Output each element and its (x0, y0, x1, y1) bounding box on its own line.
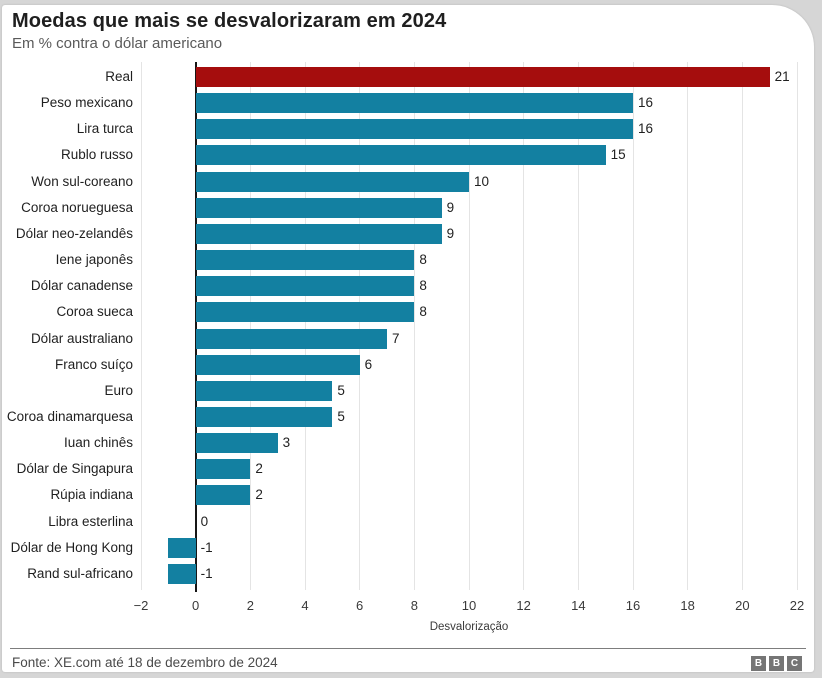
category-label: Dólar australiano (30, 330, 133, 346)
value-label: 8 (419, 252, 427, 268)
bar (195, 197, 442, 218)
value-label: 0 (200, 513, 209, 529)
value-label: -1 (200, 539, 213, 555)
x-tick-label: 18 (680, 598, 695, 613)
gridline (468, 62, 470, 590)
x-tick-label: 12 (516, 598, 531, 613)
value-label: 16 (638, 95, 654, 111)
category-label: Dólar de Singapura (16, 461, 133, 477)
bar (195, 119, 633, 140)
gridline (249, 62, 251, 590)
gridline (413, 62, 415, 590)
source-text: Fonte: XE.com até 18 de dezembro de 2024 (12, 655, 278, 670)
category-label: Franco suíço (54, 356, 133, 372)
category-label: Coroa sueca (56, 304, 133, 320)
x-tick-label: −2 (133, 598, 149, 613)
bar (195, 302, 415, 323)
value-label: 2 (255, 461, 263, 477)
category-label: Dólar neo-zelandês (15, 225, 133, 241)
gridline (577, 62, 579, 590)
value-label: -1 (200, 565, 213, 581)
value-label: 9 (446, 199, 455, 215)
bar (195, 380, 333, 401)
x-axis-title: Desvalorização (429, 621, 509, 633)
category-label: Iuan chinês (63, 435, 133, 451)
category-label: Rand sul-africano (27, 565, 133, 581)
footer-divider (10, 648, 806, 649)
value-label: 6 (364, 356, 373, 372)
value-label: 21 (774, 69, 790, 84)
bbc-logo-block: C (787, 656, 802, 671)
bar (195, 145, 606, 166)
bar (195, 354, 360, 375)
gridline (304, 62, 306, 590)
bar (195, 171, 469, 192)
value-label: 9 (446, 225, 455, 241)
bar (195, 406, 333, 427)
value-label: 15 (610, 147, 626, 163)
value-label: 16 (638, 121, 654, 137)
x-tick-label: 2 (246, 598, 254, 613)
x-tick-label: 6 (356, 598, 364, 613)
category-label: Real (105, 69, 133, 84)
x-tick-label: 22 (789, 598, 805, 613)
gridline (632, 62, 634, 590)
category-label: Iene japonês (55, 252, 133, 268)
category-label: Rublo russo (60, 147, 133, 163)
bar (195, 223, 442, 244)
category-label: Won sul-coreano (31, 173, 133, 189)
x-tick-label: 0 (192, 598, 200, 613)
x-tick-label: 10 (461, 598, 477, 613)
value-label: 5 (337, 408, 345, 424)
bar (195, 250, 415, 271)
category-label: Coroa dinamarquesa (6, 408, 133, 424)
chart-card: Moedas que mais se desvalorizaram em 202… (2, 5, 814, 672)
page-subtitle: Em % contra o dólar americano (12, 35, 223, 52)
bar (195, 93, 633, 114)
page-title: Moedas que mais se desvalorizaram em 202… (12, 10, 447, 32)
bar (168, 537, 196, 558)
value-label: 8 (419, 304, 427, 320)
category-label: Coroa norueguesa (21, 199, 133, 215)
gridline (741, 62, 743, 590)
value-label: 7 (392, 330, 400, 346)
gridline (359, 62, 361, 590)
gridline (523, 62, 525, 590)
x-tick-label: 16 (625, 598, 641, 613)
bar (168, 563, 196, 584)
x-tick-label: 20 (735, 598, 750, 613)
value-label: 10 (474, 173, 490, 189)
category-label: Dólar de Hong Kong (10, 539, 133, 555)
bar (195, 276, 415, 297)
value-label: 2 (255, 487, 263, 503)
zero-axis-line (194, 62, 197, 592)
bar (195, 459, 251, 480)
category-label: Rúpia indiana (50, 487, 133, 503)
x-tick-label: 4 (301, 598, 309, 613)
category-label: Libra esterlina (48, 513, 133, 529)
category-label: Euro (104, 382, 133, 398)
value-label: 8 (419, 278, 427, 294)
gridline (140, 62, 142, 590)
x-tick-label: 8 (410, 598, 418, 613)
bar (195, 433, 278, 454)
value-label: 5 (337, 382, 345, 398)
value-label: 3 (282, 435, 291, 451)
gridline (796, 62, 798, 590)
gridline (687, 62, 689, 590)
bar (195, 67, 770, 87)
bar-chart: −2 0 2 4 6 8 10 12 14 16 18 20 22 Real 21 Peso mexicano… (2, 5, 814, 645)
bbc-logo-block: B (769, 656, 784, 671)
x-tick-label: 14 (571, 598, 586, 613)
bbc-logo-block: B (751, 656, 766, 671)
category-label: Peso mexicano (40, 95, 133, 111)
bar (195, 485, 251, 506)
bar (195, 328, 387, 349)
category-label: Lira turca (76, 121, 133, 137)
category-label: Dólar canadense (30, 278, 133, 294)
